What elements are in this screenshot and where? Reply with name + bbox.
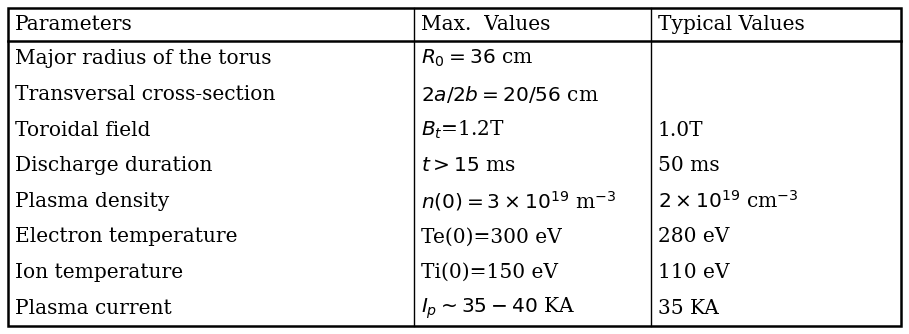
Text: 50 ms: 50 ms	[658, 156, 720, 175]
Text: Max.  Values: Max. Values	[421, 15, 551, 34]
Text: Transversal cross-section: Transversal cross-section	[15, 85, 275, 104]
Text: $2 \times 10^{19}$ cm$^{-3}$: $2 \times 10^{19}$ cm$^{-3}$	[658, 190, 798, 212]
Text: 280 eV: 280 eV	[658, 227, 729, 246]
Text: Electron temperature: Electron temperature	[15, 227, 237, 246]
Text: $I_p \sim 35 - 40$ KA: $I_p \sim 35 - 40$ KA	[421, 296, 575, 321]
Text: Plasma current: Plasma current	[15, 299, 172, 318]
Text: 35 KA: 35 KA	[658, 299, 719, 318]
Text: Ti(0)=150 eV: Ti(0)=150 eV	[421, 263, 558, 282]
Text: $B_t$=1.2T: $B_t$=1.2T	[421, 119, 504, 141]
Text: Parameters: Parameters	[15, 15, 133, 34]
Text: Ion temperature: Ion temperature	[15, 263, 183, 282]
Text: Discharge duration: Discharge duration	[15, 156, 213, 175]
Text: Typical Values: Typical Values	[658, 15, 804, 34]
Text: $n(0) = 3 \times 10^{19}$ m$^{-3}$: $n(0) = 3 \times 10^{19}$ m$^{-3}$	[421, 189, 616, 213]
Text: Toroidal field: Toroidal field	[15, 121, 151, 140]
Text: $2a/2b = 20/56$ cm: $2a/2b = 20/56$ cm	[421, 84, 599, 105]
Text: 110 eV: 110 eV	[658, 263, 729, 282]
Text: $t > 15$ ms: $t > 15$ ms	[421, 156, 516, 175]
Text: Te(0)=300 eV: Te(0)=300 eV	[421, 227, 562, 246]
Text: Major radius of the torus: Major radius of the torus	[15, 49, 272, 68]
Text: Plasma density: Plasma density	[15, 192, 169, 211]
Text: 1.0T: 1.0T	[658, 121, 704, 140]
Text: $R_0 = 36$ cm: $R_0 = 36$ cm	[421, 48, 534, 69]
